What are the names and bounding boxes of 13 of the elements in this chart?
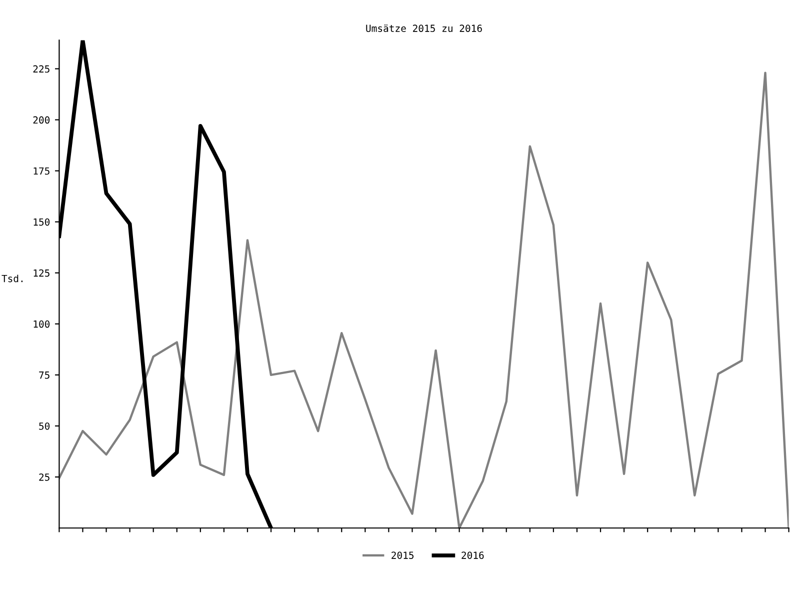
y-tick-label: 25 [39, 473, 50, 481]
y-axis-title: Tsd. [2, 274, 23, 282]
y-tick-label: 225 [33, 65, 50, 73]
y-tick-label: 125 [34, 269, 50, 277]
chart-title: Umsätze 2015 zu 2016 [366, 24, 482, 32]
y-tick-label: 200 [33, 116, 50, 124]
y-tick-label: 175 [34, 167, 50, 175]
legend-label: 2016 [462, 552, 484, 559]
y-tick-label: 50 [39, 422, 50, 430]
y-tick-label: 150 [34, 218, 50, 226]
y-tick-label: 100 [34, 320, 50, 328]
legend-label: 2015 [392, 552, 414, 559]
y-tick-label: 75 [39, 372, 50, 379]
